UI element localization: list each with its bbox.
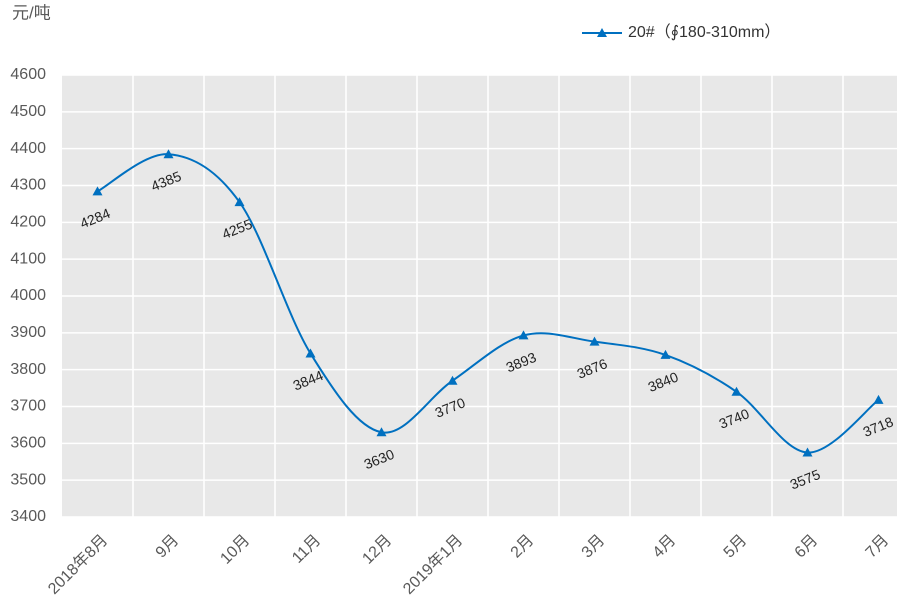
y-tick-label: 3800 [10, 361, 46, 378]
y-tick-label: 3900 [10, 324, 46, 341]
x-tick-label: 6月 [792, 532, 822, 562]
y-tick-label: 4300 [10, 177, 46, 194]
marker [447, 375, 458, 385]
x-tick-label: 5月 [721, 532, 751, 562]
y-tick-label: 4200 [10, 214, 46, 231]
marker [731, 386, 742, 396]
marker [92, 186, 103, 196]
x-tick-label: 3月 [579, 532, 609, 562]
y-tick-label: 3600 [10, 435, 46, 452]
x-tick-label: 2018年8月 [44, 531, 111, 598]
y-tick-label: 4500 [10, 103, 46, 120]
marker [802, 447, 813, 457]
y-axis-title: 元/吨 [12, 3, 51, 22]
legend-marker [597, 28, 607, 37]
y-tick-label: 3700 [10, 398, 46, 415]
y-tick-label: 3500 [10, 471, 46, 488]
y-tick-label: 4600 [10, 66, 46, 83]
y-tick-label: 3400 [10, 508, 46, 525]
x-tick-label: 2月 [508, 532, 538, 562]
x-tick-label: 10月 [217, 532, 253, 568]
x-tick-label: 11月 [289, 532, 324, 567]
marker [589, 336, 600, 346]
marker [234, 197, 245, 207]
x-tick-label: 12月 [359, 532, 395, 568]
y-tick-label: 4100 [10, 250, 46, 267]
marker [163, 149, 174, 159]
y-tick-label: 4400 [10, 140, 46, 157]
x-tick-label: 7月 [863, 532, 893, 562]
x-tick-label: 4月 [650, 532, 680, 562]
marker [873, 394, 884, 404]
marker [376, 427, 387, 437]
x-tick-label: 2019年1月 [399, 531, 466, 598]
x-tick-label: 9月 [153, 532, 183, 562]
line [97, 153, 880, 454]
legend-label: 20#（∮180-310mm） [628, 23, 780, 41]
marker [660, 349, 671, 359]
y-tick-label: 4000 [10, 287, 46, 304]
marker [518, 330, 529, 340]
marker [305, 348, 316, 358]
